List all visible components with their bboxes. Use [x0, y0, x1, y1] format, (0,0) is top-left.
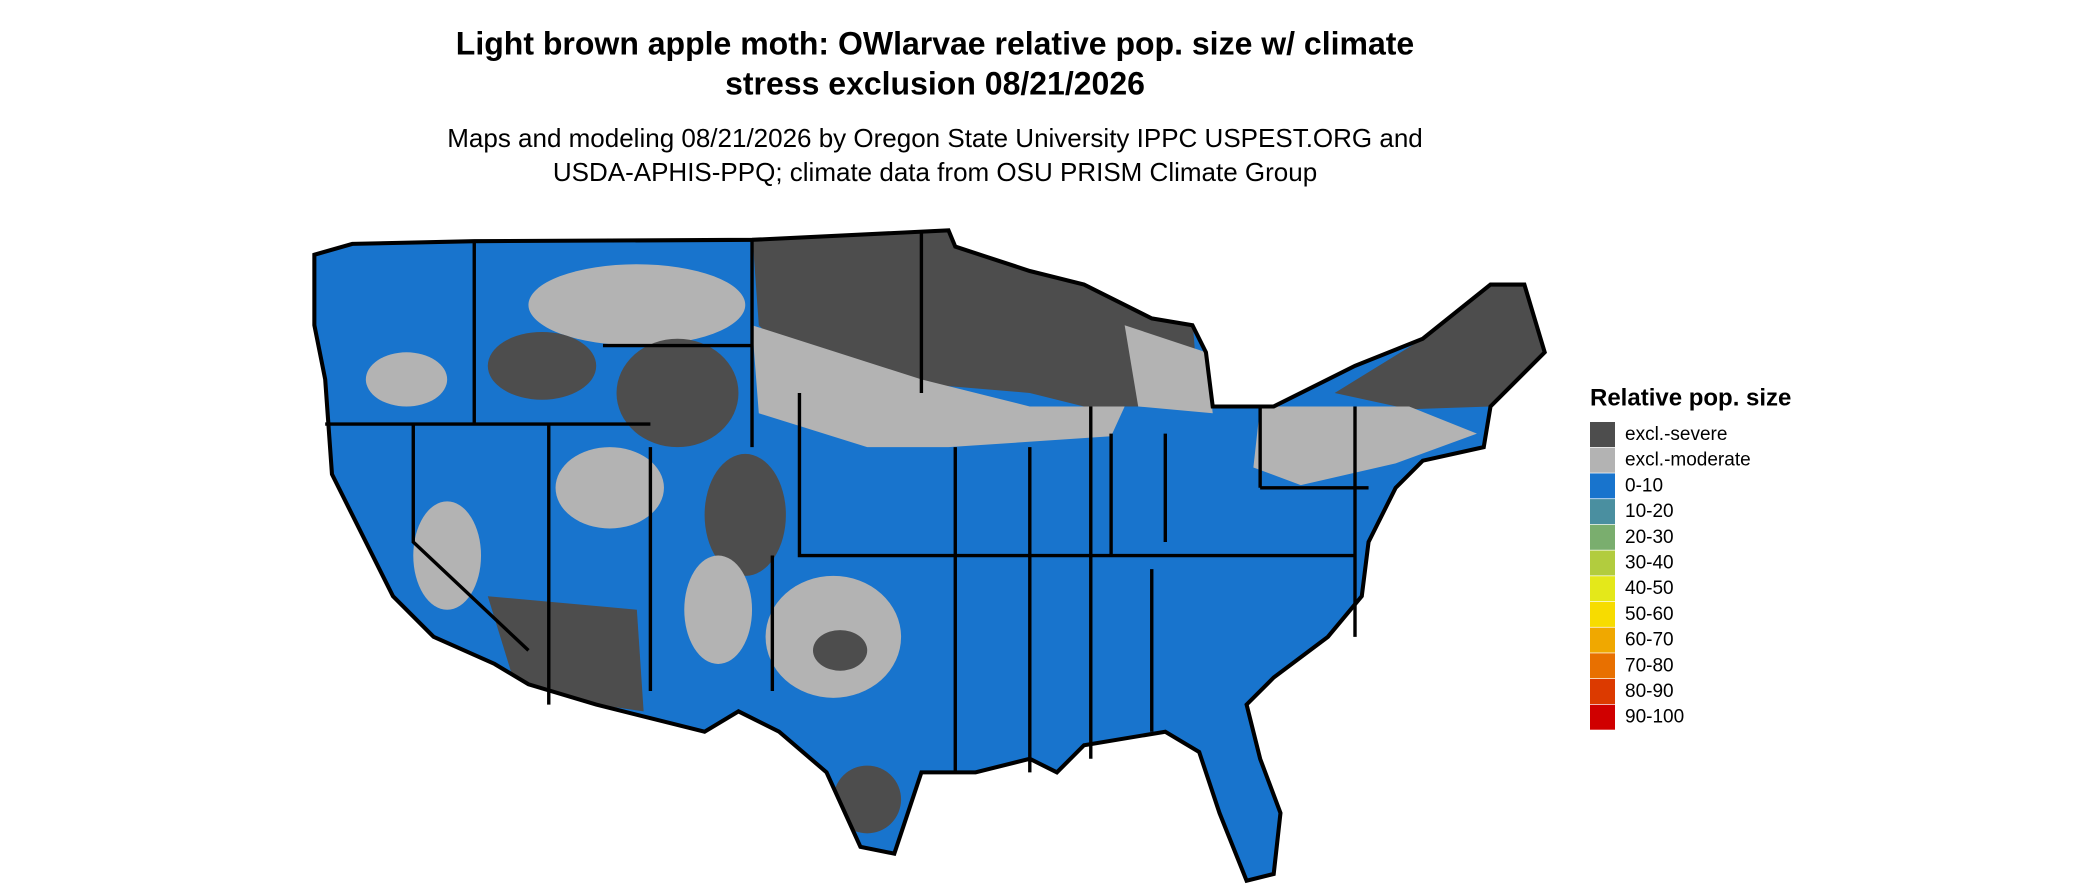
title-line: Light brown apple moth: OWlarvae relativ…	[456, 25, 1414, 61]
legend-label: excl.-severe	[1625, 424, 1727, 445]
legend-label: 30-40	[1625, 553, 1674, 574]
legend-label: 80-90	[1625, 681, 1674, 702]
legend-swatch	[1590, 524, 1615, 550]
legend-swatch	[1590, 601, 1615, 627]
legend-label: 50-60	[1625, 604, 1674, 625]
title-line: stress exclusion 08/21/2026	[725, 65, 1145, 101]
legend-swatch	[1590, 550, 1615, 576]
legend-swatch	[1590, 499, 1615, 525]
legend-title: Relative pop. size	[1590, 384, 1791, 411]
legend-swatch	[1590, 576, 1615, 602]
legend-swatch	[1590, 627, 1615, 653]
legend-swatch	[1590, 422, 1615, 447]
state-borders	[325, 230, 1369, 773]
legend-label: 40-50	[1625, 578, 1674, 599]
subtitle-line: USDA-APHIS-PPQ; climate data from OSU PR…	[553, 157, 1317, 187]
subtitle-line: Maps and modeling 08/21/2026 by Oregon S…	[447, 123, 1423, 153]
legend-swatch	[1590, 473, 1615, 499]
legend-swatch	[1590, 653, 1615, 679]
us-map	[312, 228, 1547, 884]
legend-label: excl.-moderate	[1625, 450, 1751, 471]
us-outline	[312, 228, 1547, 884]
legend-label: 60-70	[1625, 630, 1674, 651]
legend-swatch	[1590, 679, 1615, 704]
legend: Relative pop. size excl.-severe excl.-mod…	[1590, 384, 1791, 730]
legend-label: 20-30	[1625, 527, 1674, 548]
legend-label: 10-20	[1625, 501, 1674, 522]
legend-swatch	[1590, 447, 1615, 473]
legend-label: 0-10	[1625, 475, 1663, 496]
legend-label: 90-100	[1625, 707, 1684, 728]
legend-swatch	[1590, 704, 1615, 730]
legend-label: 70-80	[1625, 655, 1674, 676]
